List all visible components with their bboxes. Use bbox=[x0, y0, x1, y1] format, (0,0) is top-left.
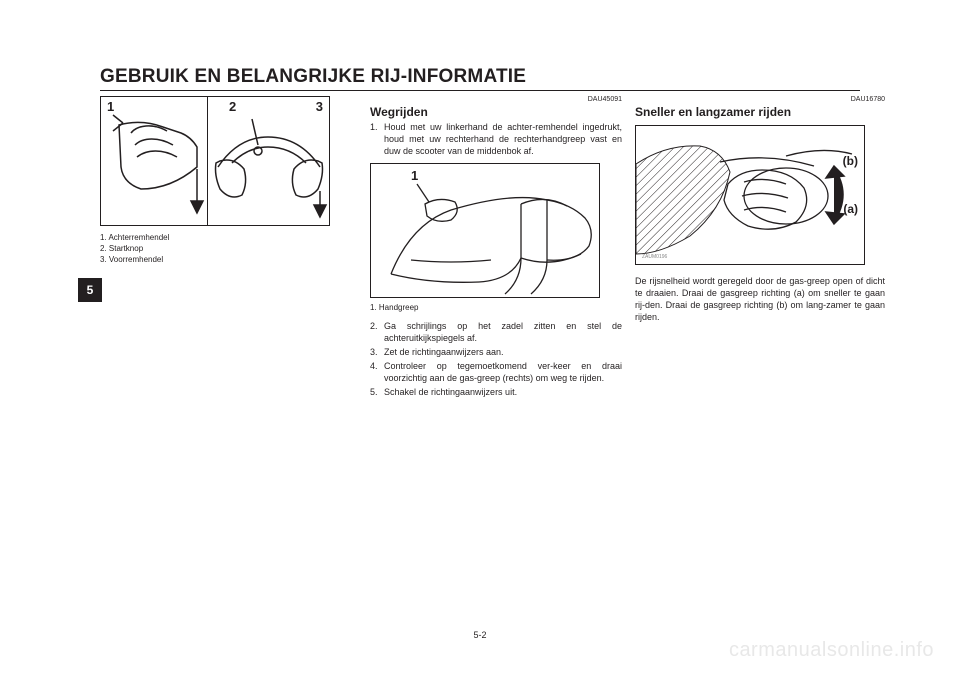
list-text: Houd met uw linkerhand de achter-remhend… bbox=[384, 122, 622, 156]
label-b: (b) bbox=[843, 154, 858, 168]
list-text: Ga schrijlings op het zadel zitten en st… bbox=[384, 321, 622, 343]
figure-handgreep: 1 bbox=[370, 163, 600, 298]
watermark: carmanualsonline.info bbox=[729, 639, 934, 662]
title-rule bbox=[100, 90, 860, 91]
chapter-tab: 5 bbox=[78, 278, 102, 302]
callout-3: 3 bbox=[316, 99, 323, 114]
column-2: DAU45091 Wegrijden 1. Houd met uw linker… bbox=[370, 96, 622, 400]
list-item: 3. Zet de richtingaanwijzers aan. bbox=[384, 346, 622, 358]
figure-legend: 1. Achterremhendel 2. Startknop 3. Voorr… bbox=[100, 232, 352, 266]
callout-1: 1 bbox=[411, 168, 418, 183]
heading-sneller: Sneller en langzamer rijden bbox=[635, 105, 885, 119]
list-number: 3. bbox=[370, 346, 378, 358]
legend-item: 3. Voorremhendel bbox=[100, 254, 352, 265]
column-1: 1 2 3 1. Achterremhendel 2. Startknop 3.… bbox=[100, 96, 352, 266]
page-title: GEBRUIK EN BELANGRIJKE RIJ-INFORMATIE bbox=[100, 66, 526, 88]
callout-2: 2 bbox=[229, 99, 236, 114]
legend-item: 1. Achterremhendel bbox=[100, 232, 352, 243]
figure-internal-id: ZAUM0196 bbox=[642, 254, 667, 260]
manual-page: GEBRUIK EN BELANGRIJKE RIJ-INFORMATIE 5 bbox=[0, 0, 960, 678]
doc-id: DAU45091 bbox=[370, 96, 622, 103]
label-a: (a) bbox=[843, 202, 858, 216]
list-number: 5. bbox=[370, 386, 378, 398]
step-list-rest: 2. Ga schrijlings op het zadel zitten en… bbox=[370, 320, 622, 399]
callout-1: 1 bbox=[107, 99, 114, 114]
list-number: 1. bbox=[370, 121, 378, 133]
body-text: De rijsnelheid wordt geregeld door de ga… bbox=[635, 275, 885, 324]
step-list: 1. Houd met uw linkerhand de achter-remh… bbox=[370, 121, 622, 157]
list-number: 2. bbox=[370, 320, 378, 332]
list-item: 2. Ga schrijlings op het zadel zitten en… bbox=[384, 320, 622, 344]
figure-caption: 1. Handgreep bbox=[370, 302, 622, 313]
list-item: 5. Schakel de richtingaanwijzers uit. bbox=[384, 386, 622, 398]
doc-id: DAU16780 bbox=[635, 96, 885, 103]
list-text: Schakel de richtingaanwijzers uit. bbox=[384, 387, 517, 397]
list-item: 4. Controleer op tegemoetkomend ver-keer… bbox=[384, 360, 622, 384]
list-text: Zet de richtingaanwijzers aan. bbox=[384, 347, 504, 357]
list-text: Controleer op tegemoetkomend ver-keer en… bbox=[384, 361, 622, 383]
figure-throttle: (b) (a) ZAUM0196 bbox=[635, 125, 865, 265]
list-item: 1. Houd met uw linkerhand de achter-remh… bbox=[384, 121, 622, 157]
legend-item: 2. Startknop bbox=[100, 243, 352, 254]
list-number: 4. bbox=[370, 360, 378, 372]
heading-wegrijden: Wegrijden bbox=[370, 105, 622, 119]
figure-brake-levers: 1 2 3 bbox=[100, 96, 330, 226]
column-3: DAU16780 Sneller en langzamer rijden bbox=[635, 96, 885, 324]
